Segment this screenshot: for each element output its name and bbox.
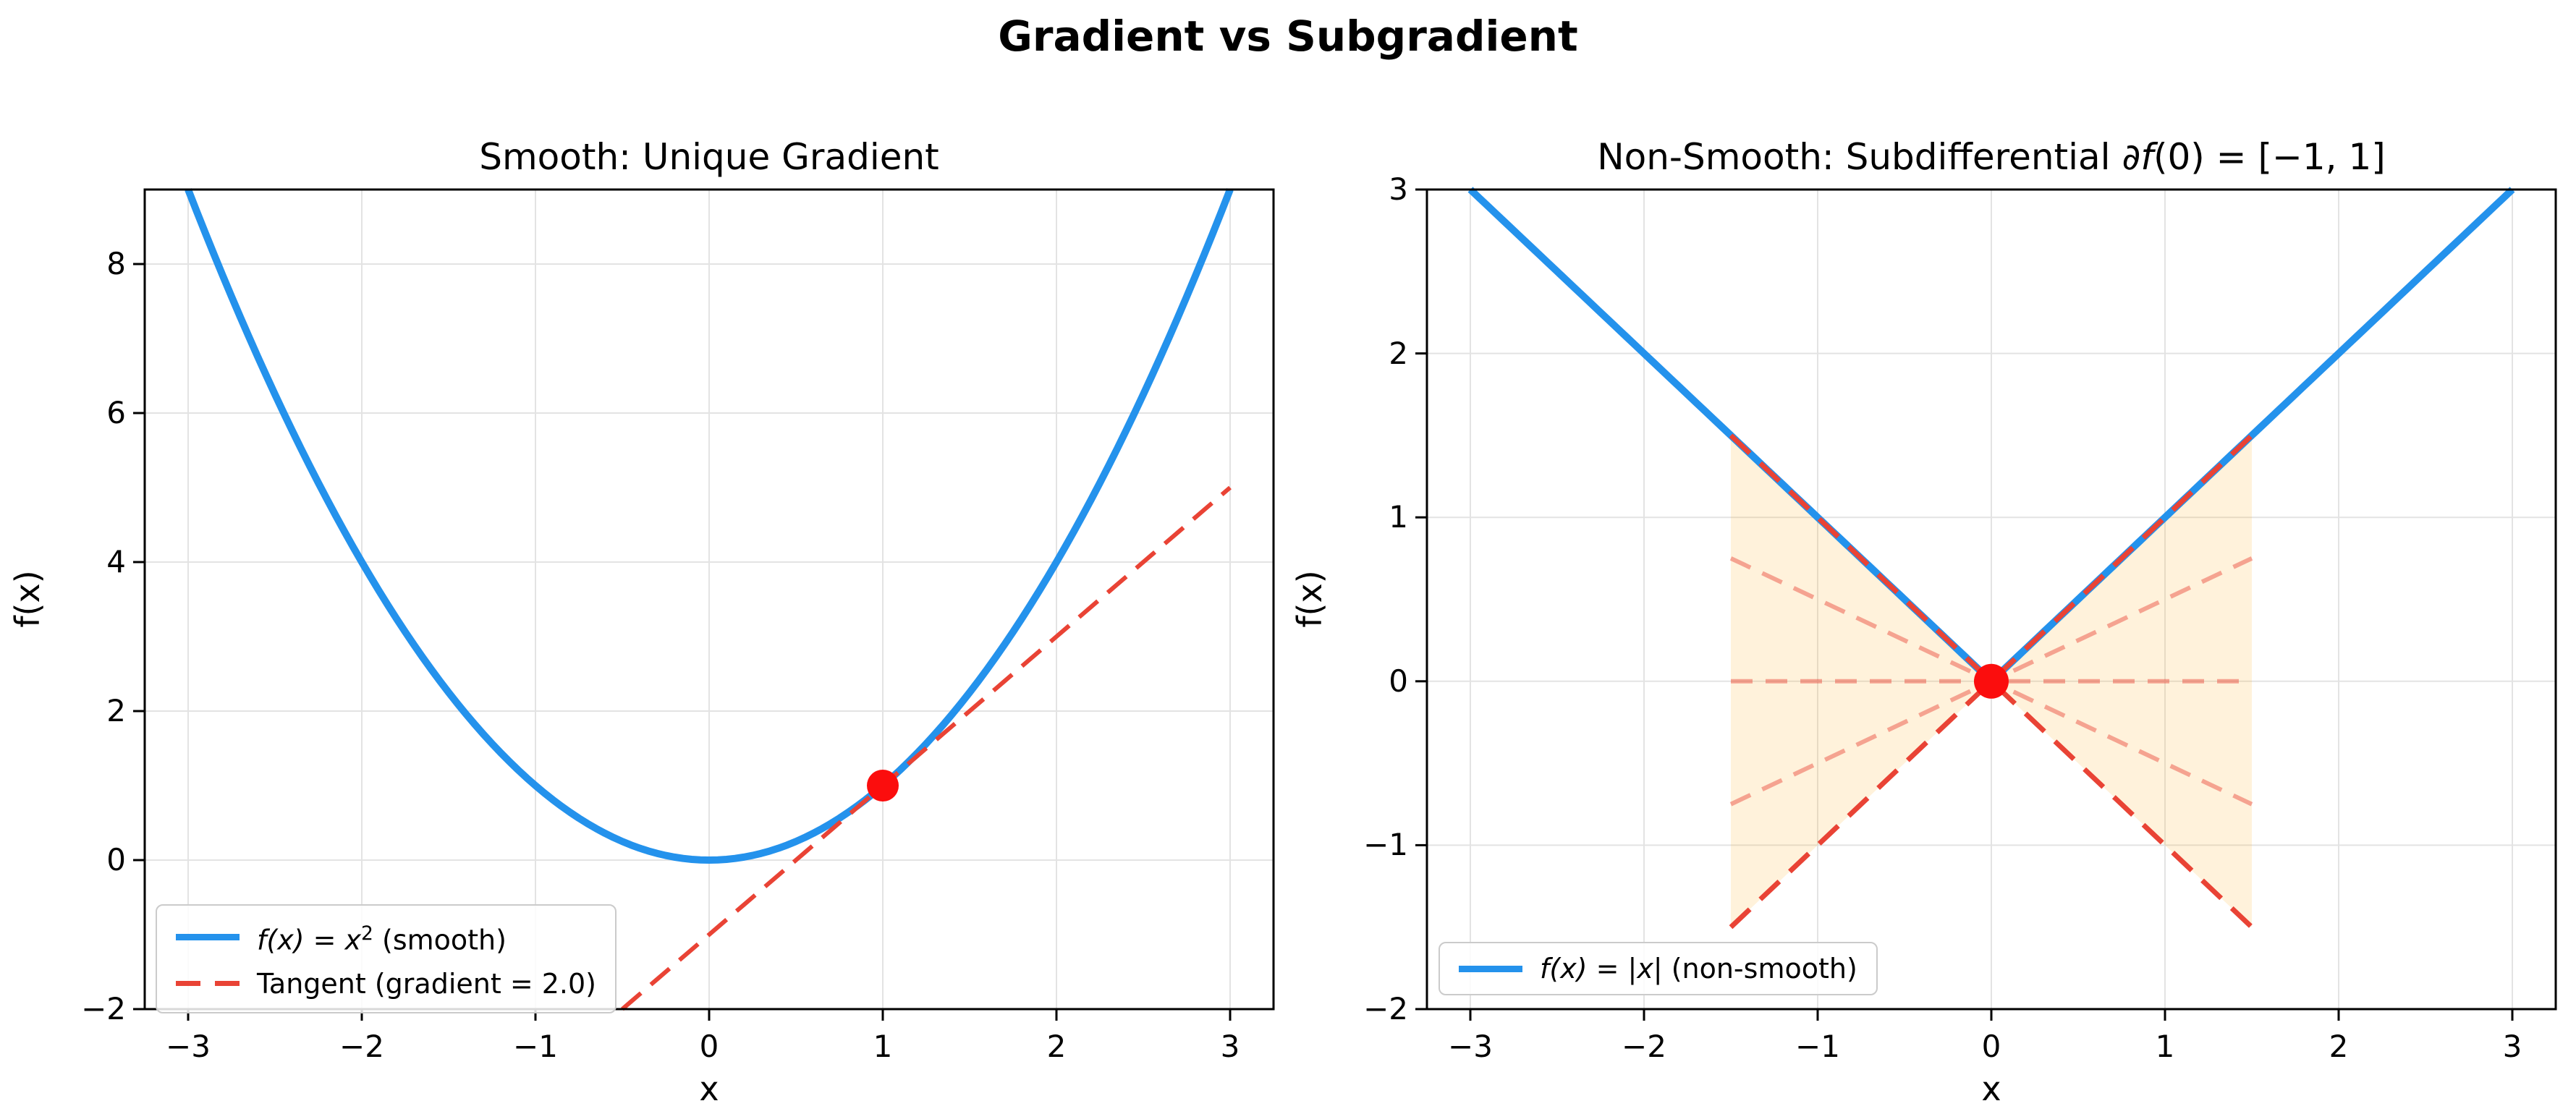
legend-blue-line-sample bbox=[1459, 965, 1522, 972]
x-tick-label: −1 bbox=[1795, 1029, 1840, 1064]
left-plot-canvas bbox=[133, 188, 1275, 1021]
right-plot-legend: f(x) = |x| (non-smooth) bbox=[1439, 942, 1878, 995]
y-tick-label: 1 bbox=[1389, 499, 1408, 535]
y-tick-label: 2 bbox=[1389, 335, 1408, 371]
y-tick-label: 4 bbox=[106, 544, 126, 579]
x-tick-label: −3 bbox=[166, 1029, 211, 1064]
left-plot-legend: f(x) = x2 (smooth) Tangent (gradient = 2… bbox=[156, 904, 617, 1013]
right-plot-title: Non-Smooth: Subdifferential ∂f(0) = [−1,… bbox=[1427, 136, 2556, 178]
left-xlabel: x bbox=[699, 1069, 719, 1108]
legend-item-fx-abs: f(x) = |x| (non-smooth) bbox=[1459, 952, 1857, 985]
y-tick-label: 3 bbox=[1389, 171, 1408, 207]
marker-point bbox=[1974, 663, 2009, 699]
marker-point bbox=[867, 770, 899, 802]
right-plot-title-math-rest: (0) = [−1, 1] bbox=[2153, 136, 2386, 178]
x-tick-label: −2 bbox=[1622, 1029, 1666, 1064]
x-tick-label: 3 bbox=[2502, 1029, 2522, 1064]
x-tick-label: 0 bbox=[1981, 1029, 2001, 1064]
y-tick-label: −2 bbox=[1363, 991, 1408, 1026]
legend-red-dashed-line-sample bbox=[176, 981, 240, 987]
legend-blue-line-sample bbox=[176, 933, 240, 940]
x-tick-label: 2 bbox=[1046, 1029, 1067, 1064]
legend-label: f(x) = |x| (non-smooth) bbox=[1540, 953, 1857, 985]
series-curve-0 bbox=[185, 188, 1234, 864]
y-tick-label: −1 bbox=[1363, 827, 1408, 863]
x-tick-label: −1 bbox=[513, 1029, 558, 1064]
right-plot-title-prefix: Non-Smooth: Subdifferential bbox=[1597, 136, 2122, 178]
left-plot-title-text: Smooth: Unique Gradient bbox=[479, 136, 939, 178]
y-tick-label: 0 bbox=[106, 842, 126, 877]
legend-item-tangent: Tangent (gradient = 2.0) bbox=[176, 967, 596, 1000]
right-plot-canvas bbox=[1415, 187, 2557, 1021]
y-tick-label: 6 bbox=[106, 395, 126, 430]
x-tick-label: 0 bbox=[699, 1029, 719, 1064]
x-tick-label: 2 bbox=[2329, 1029, 2349, 1064]
figure-title: Gradient vs Subgradient bbox=[998, 12, 1578, 61]
legend-item-fx-squared: f(x) = x2 (smooth) bbox=[176, 917, 596, 957]
x-tick-label: −3 bbox=[1448, 1029, 1493, 1064]
series-curve-1 bbox=[621, 485, 1232, 1011]
x-tick-label: 1 bbox=[2155, 1029, 2175, 1064]
x-tick-label: 1 bbox=[873, 1029, 893, 1064]
right-ylabel: f(x) bbox=[1290, 570, 1329, 628]
x-tick-label: 3 bbox=[1220, 1029, 1240, 1064]
right-plot-title-math: ∂f bbox=[2122, 136, 2153, 178]
x-tick-label: −2 bbox=[339, 1029, 384, 1064]
right-xlabel: x bbox=[1981, 1069, 2001, 1108]
legend-label: f(x) = x2 (smooth) bbox=[257, 922, 507, 956]
legend-label: Tangent (gradient = 2.0) bbox=[257, 967, 597, 1000]
y-tick-label: 8 bbox=[106, 246, 126, 281]
y-tick-label: 2 bbox=[106, 693, 126, 728]
y-tick-label: −2 bbox=[81, 991, 126, 1026]
left-plot-title: Smooth: Unique Gradient bbox=[145, 136, 1274, 178]
y-tick-label: 0 bbox=[1389, 663, 1408, 699]
